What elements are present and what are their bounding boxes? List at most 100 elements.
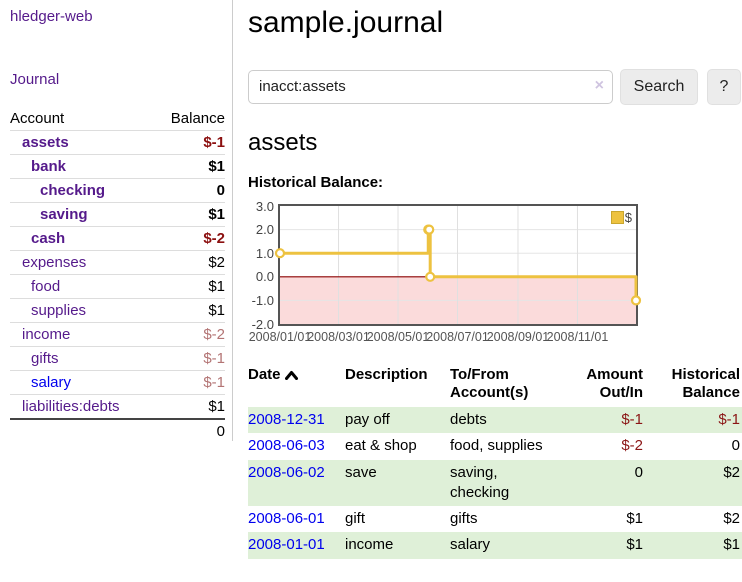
account-row: income $-2 — [10, 323, 225, 347]
transaction-date-link[interactable]: 2008-12-31 — [248, 411, 325, 428]
chart-canvas — [280, 206, 636, 324]
y-axis-tick-label: -1.0 — [248, 293, 274, 308]
register-header-balance: Historical Balance — [645, 365, 742, 408]
account-balance: $-1 — [154, 347, 225, 371]
transaction-amount: $-1 — [562, 407, 645, 433]
account-balance: $1 — [154, 395, 225, 420]
chart-legend: $ — [611, 210, 632, 225]
transaction-description: pay off — [345, 407, 450, 433]
sidebar: hledger-web Journal Account Balance asse… — [0, 0, 233, 441]
account-balance: $1 — [154, 155, 225, 179]
register-table: Date Description To/From Account(s) Amou… — [248, 365, 742, 559]
account-link[interactable]: gifts — [31, 350, 59, 367]
account-balance: $1 — [154, 203, 225, 227]
account-balance: $-2 — [154, 227, 225, 251]
transaction-amount: $-2 — [562, 433, 645, 459]
account-row: gifts $-1 — [10, 347, 225, 371]
transaction-date-link[interactable]: 2008-06-03 — [248, 437, 325, 454]
x-axis-tick-label: 2008/01/01 — [248, 330, 312, 344]
account-link[interactable]: liabilities:debts — [22, 398, 120, 415]
register-header-amount: Amount Out/In — [562, 365, 645, 408]
legend-swatch-icon — [611, 211, 624, 224]
transaction-description: income — [345, 532, 450, 558]
account-balance: $2 — [154, 251, 225, 275]
transaction-description: save — [345, 460, 450, 507]
y-axis-tick-label: 3.0 — [248, 199, 274, 214]
sidebar-item-journal[interactable]: Journal — [10, 71, 224, 88]
transaction-description: gift — [345, 506, 450, 532]
account-balance: $1 — [154, 299, 225, 323]
transaction-accounts: food, supplies — [450, 433, 562, 459]
transaction-balance: $1 — [645, 532, 742, 558]
register-header-accounts: To/From Account(s) — [450, 365, 562, 408]
account-balance: $-2 — [154, 323, 225, 347]
account-row: checking 0 — [10, 179, 225, 203]
x-axis-tick-label: 2008/11/01 — [545, 330, 609, 344]
accounts-header-account: Account — [10, 108, 154, 131]
account-row: expenses $2 — [10, 251, 225, 275]
account-link[interactable]: bank — [31, 158, 66, 175]
x-axis-tick-label: 2008/05/01 — [366, 330, 430, 344]
transaction-row: 2008-06-02 savesaving, checking0$2 — [248, 460, 742, 507]
account-row: food $1 — [10, 275, 225, 299]
account-balance: $-1 — [154, 131, 225, 155]
transaction-row: 2008-01-01incomesalary$1$1 — [248, 532, 742, 558]
accounts-header-balance: Balance — [154, 108, 225, 131]
search-form: × Search ? — [248, 69, 742, 105]
account-balance: $1 — [154, 275, 225, 299]
legend-label: $ — [625, 210, 632, 225]
account-row: liabilities:debts $1 — [10, 395, 225, 420]
chart-label: Historical Balance: — [248, 174, 742, 191]
transaction-row: 2008-06-01giftgifts$1$2 — [248, 506, 742, 532]
search-button[interactable]: Search — [620, 69, 698, 105]
x-axis-tick-label: 2008/09/01 — [486, 330, 550, 344]
accounts-table: Account Balance assets $-1 bank $1 checking 0… — [10, 108, 225, 443]
help-button[interactable]: ? — [707, 69, 741, 105]
register-header-date[interactable]: Date — [248, 365, 345, 408]
account-link[interactable]: cash — [31, 230, 65, 247]
y-axis-tick-label: 0.0 — [248, 269, 274, 284]
accounts-body: assets$-1bank$1checking0saving$1cash$-2e… — [10, 131, 225, 420]
account-link[interactable]: assets — [22, 134, 69, 151]
chart-plot-area: $ — [278, 204, 638, 326]
account-link[interactable]: salary — [31, 374, 71, 391]
account-link[interactable]: checking — [40, 182, 105, 199]
account-row: supplies $1 — [10, 299, 225, 323]
account-link[interactable]: food — [31, 278, 60, 295]
account-balance: 0 — [154, 179, 225, 203]
register-header-description: Description — [345, 365, 450, 408]
page-title: sample.journal — [248, 6, 742, 41]
transaction-date-link[interactable]: 2008-01-01 — [248, 536, 325, 553]
transaction-balance: $-1 — [645, 407, 742, 433]
transaction-accounts: gifts — [450, 506, 562, 532]
clear-search-icon[interactable]: × — [595, 78, 604, 94]
transaction-date-link[interactable]: 2008-06-02 — [248, 464, 325, 481]
transaction-date-link[interactable]: 2008-06-01 — [248, 510, 325, 527]
transaction-description: eat & shop — [345, 433, 450, 459]
account-row: saving $1 — [10, 203, 225, 227]
transaction-amount: 0 — [562, 460, 645, 507]
account-link[interactable]: income — [22, 326, 70, 343]
account-balance: $-1 — [154, 371, 225, 395]
transaction-balance: $2 — [645, 460, 742, 507]
transaction-row: 2008-06-03 eat & shopfood, supplies$-20 — [248, 433, 742, 459]
brand-link[interactable]: hledger-web — [10, 8, 224, 25]
accounts-total-value: 0 — [154, 419, 225, 443]
transaction-accounts: saving, checking — [450, 460, 562, 507]
accounts-total-row: 0 — [10, 419, 225, 443]
account-link[interactable]: saving — [40, 206, 88, 223]
account-link[interactable]: supplies — [31, 302, 86, 319]
transaction-balance: 0 — [645, 433, 742, 459]
transaction-amount: $1 — [562, 506, 645, 532]
x-axis-tick-label: 2008/03/01 — [307, 330, 371, 344]
account-link[interactable]: expenses — [22, 254, 86, 271]
sort-ascending-icon — [285, 370, 298, 380]
transaction-accounts: debts — [450, 407, 562, 433]
main-content: sample.journal × Search ? assets Histori… — [248, 0, 742, 559]
search-input[interactable] — [248, 70, 613, 104]
transaction-accounts: salary — [450, 532, 562, 558]
account-row: salary $-1 — [10, 371, 225, 395]
x-axis-tick-label: 2008/07/01 — [426, 330, 490, 344]
register-body: 2008-12-31pay offdebts$-1$-12008-06-03ea… — [248, 407, 742, 559]
y-axis-tick-label: 2.0 — [248, 222, 274, 237]
